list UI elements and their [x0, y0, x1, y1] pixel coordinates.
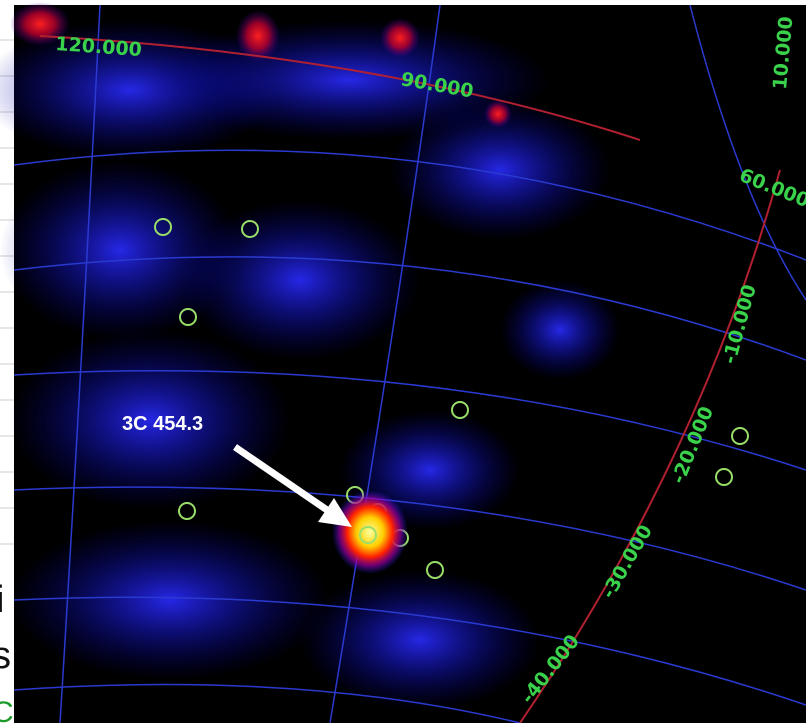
equator-lines: [39, 35, 781, 723]
text-fragment: s: [0, 635, 11, 677]
diffuse-emission: [0, 2, 620, 710]
coordinate-grid: [13, 4, 806, 723]
text-fragment: C: [0, 696, 14, 723]
source-label: 3C 454.3: [122, 413, 203, 435]
bright-source: [332, 490, 408, 574]
arrow: [233, 444, 352, 527]
source-circle: [359, 526, 377, 544]
text-fragment: i: [0, 579, 4, 621]
spreadsheet-edge: [0, 555, 14, 723]
